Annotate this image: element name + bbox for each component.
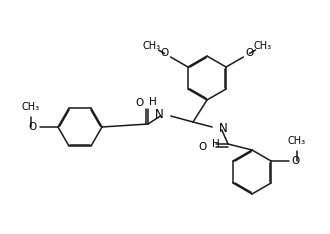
Text: CH₃: CH₃ (253, 41, 272, 51)
Text: CH₃: CH₃ (288, 136, 306, 146)
Text: H: H (212, 139, 220, 149)
Text: CH₃: CH₃ (22, 102, 40, 112)
Text: H: H (149, 97, 157, 107)
Text: N: N (155, 109, 164, 121)
Text: N: N (219, 121, 228, 135)
Text: O: O (291, 156, 299, 166)
Text: O: O (245, 48, 253, 58)
Text: CH₃: CH₃ (143, 41, 161, 51)
Text: O: O (29, 122, 37, 132)
Text: O: O (160, 48, 169, 58)
Text: O: O (199, 142, 207, 152)
Text: O: O (136, 98, 144, 108)
